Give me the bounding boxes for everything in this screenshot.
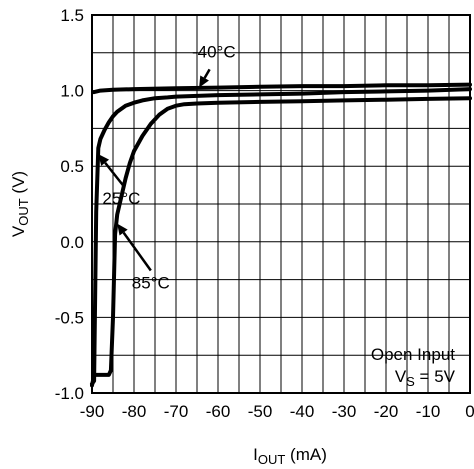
- y-tick-label: 1.0: [60, 82, 84, 101]
- series-line--40c: [92, 82, 472, 95]
- y-tick-label: -0.5: [55, 308, 84, 327]
- annotation-arrow-head: [117, 223, 128, 236]
- x-tick-label: -80: [122, 402, 147, 421]
- annotation-arrow-shaft: [203, 68, 211, 79]
- annotation-arrow-head: [199, 75, 209, 88]
- annotation-arrow-head: [98, 154, 110, 166]
- legend-note-line2: VS = 5V: [395, 367, 456, 389]
- annotation-label: -40°C: [192, 42, 236, 61]
- legend-note: Open Input VS = 5V: [371, 345, 456, 389]
- grid: [92, 15, 470, 393]
- plot-frame: [91, 14, 471, 394]
- annotation-label: 85°C: [132, 274, 170, 293]
- y-tick-label: 0.5: [60, 157, 84, 176]
- x-tick-label: -10: [416, 402, 441, 421]
- y-tick-label: 0.0: [60, 233, 84, 252]
- x-tick-label: 0: [465, 402, 474, 421]
- x-axis-title: IOUT (mA): [253, 445, 327, 467]
- annotation-label: 25°C: [102, 189, 140, 208]
- y-tick-labels: 1.5 1.0 0.5 0.0 -0.5 -1.0: [55, 6, 84, 403]
- x-tick-label: -70: [164, 402, 189, 421]
- x-tick-label: -50: [248, 402, 273, 421]
- x-tick-label: -90: [80, 402, 105, 421]
- annotation-arrow-shaft: [122, 231, 152, 272]
- y-tick-label: -1.0: [55, 384, 84, 403]
- annotations: -40°C 25°C 85°C: [98, 42, 236, 293]
- series: [90, 82, 472, 388]
- x-tick-labels: -90 -80 -70 -60 -50 -40 -30 -20 -10 0: [80, 402, 474, 421]
- y-axis-title: VOUT (V): [9, 171, 31, 237]
- series-line-85c: [90, 96, 472, 388]
- series-line-25c: [90, 87, 472, 386]
- x-tick-label: -20: [374, 402, 399, 421]
- y-tick-label: 1.5: [60, 6, 84, 25]
- x-tick-label: -30: [332, 402, 357, 421]
- legend-note-line1: Open Input: [371, 345, 455, 364]
- x-tick-label: -40: [290, 402, 315, 421]
- annotation-arrow-shaft: [104, 161, 125, 187]
- x-tick-label: -60: [206, 402, 231, 421]
